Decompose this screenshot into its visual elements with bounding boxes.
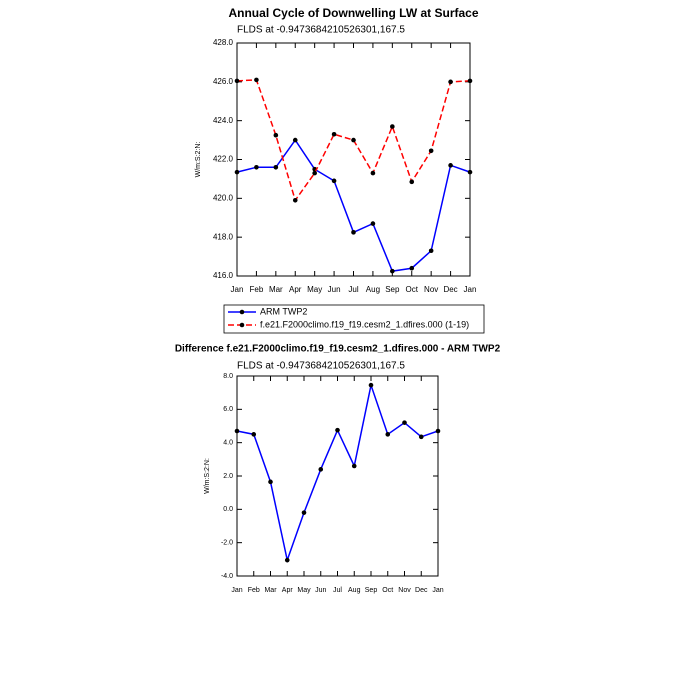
data-point — [273, 164, 279, 170]
data-point — [331, 131, 337, 137]
legend-marker — [239, 322, 245, 328]
y-tick-label: -2.0 — [221, 540, 233, 547]
x-tick-label: Nov — [398, 587, 411, 594]
chart-subtitle: FLDS at -0.9473684210526301,167.5 — [237, 361, 405, 372]
y-tick-label: 426.0 — [213, 77, 234, 86]
y-tick-label: 422.0 — [213, 155, 234, 164]
x-tick-label: Jul — [348, 285, 358, 294]
data-point — [254, 164, 259, 170]
x-tick-label: May — [307, 285, 322, 294]
y-tick-label: 416.0 — [213, 271, 234, 280]
data-point — [448, 79, 453, 85]
data-point — [268, 479, 273, 485]
x-tick-label: Mar — [264, 587, 277, 594]
y-tick-label: 4.0 — [223, 440, 233, 447]
legend-marker — [239, 309, 245, 315]
data-point — [251, 432, 257, 437]
y-tick-label: 418.0 — [213, 232, 234, 241]
x-tick-label: Oct — [406, 285, 419, 294]
data-point — [234, 428, 240, 434]
x-tick-label: Mar — [269, 285, 283, 294]
data-point — [402, 420, 407, 425]
data-point — [390, 124, 395, 129]
data-point — [409, 265, 415, 271]
y-tick-label: -4.0 — [221, 573, 233, 580]
data-point — [351, 137, 356, 143]
data-point — [292, 137, 298, 143]
data-point — [370, 170, 376, 176]
y-tick-label: 428.0 — [213, 38, 234, 47]
data-point — [273, 132, 279, 138]
x-tick-label: Jan — [432, 587, 443, 594]
chart-title: Annual Cycle of Downwelling LW at Surfac… — [228, 6, 478, 20]
y-tick-label: 0.0 — [223, 506, 233, 513]
data-point — [467, 169, 473, 175]
data-point — [467, 78, 473, 84]
x-tick-label: Aug — [366, 285, 380, 294]
data-point — [428, 248, 434, 254]
data-point — [335, 427, 340, 433]
y-tick-label: 2.0 — [223, 473, 233, 480]
x-tick-label: Oct — [382, 587, 393, 594]
x-tick-label: Sep — [385, 285, 400, 294]
data-point — [292, 197, 298, 203]
x-tick-label: Feb — [250, 285, 264, 294]
plot-frame — [236, 42, 471, 277]
y-tick-label: 8.0 — [223, 373, 233, 380]
y-axis-label: W/m:S:2:N: — [195, 142, 202, 178]
x-tick-label: Jan — [231, 587, 242, 594]
x-tick-label: May — [297, 587, 311, 594]
plot-frame — [236, 375, 439, 577]
chart-subtitle: FLDS at -0.9473684210526301,167.5 — [237, 25, 405, 36]
data-point — [312, 170, 317, 176]
x-tick-label: Jun — [315, 587, 326, 594]
data-point — [234, 169, 240, 175]
x-tick-label: Jan — [464, 285, 477, 294]
legend-label: f.e21.F2000climo.f19_f19.cesm2_1.dfires.… — [260, 319, 469, 329]
chart-title: Difference f.e21.F2000climo.f19_f19.cesm… — [175, 344, 501, 355]
data-point — [435, 428, 441, 434]
series-line — [236, 138, 471, 272]
x-tick-label: Nov — [424, 285, 438, 294]
legend-box — [223, 304, 485, 334]
data-point — [351, 230, 356, 235]
x-tick-label: Dec — [443, 285, 457, 294]
x-tick-label: Jan — [231, 285, 244, 294]
data-point — [418, 434, 424, 440]
data-point — [254, 77, 259, 83]
data-point — [448, 163, 453, 168]
y-tick-label: 420.0 — [213, 193, 234, 202]
data-point — [351, 463, 357, 469]
data-point — [409, 179, 415, 185]
x-tick-label: Feb — [248, 587, 260, 594]
data-point — [428, 148, 434, 154]
x-tick-label: Jun — [328, 285, 341, 294]
data-point — [331, 178, 337, 184]
x-tick-label: Apr — [282, 587, 294, 594]
y-tick-label: 424.0 — [213, 116, 234, 125]
data-point — [390, 268, 395, 274]
y-axis-label: W/m:S:2:N: — [204, 458, 211, 494]
data-point — [234, 78, 240, 84]
data-point — [301, 510, 307, 515]
x-tick-label: Dec — [415, 587, 428, 594]
x-tick-label: Sep — [365, 587, 378, 594]
data-point — [318, 467, 324, 472]
series-line — [236, 382, 439, 563]
x-tick-label: Apr — [289, 285, 302, 294]
x-tick-label: Aug — [348, 587, 361, 594]
legend-label: ARM TWP2 — [260, 306, 307, 316]
y-tick-label: 6.0 — [223, 406, 233, 413]
data-point — [368, 382, 374, 388]
x-tick-label: Jul — [333, 587, 342, 594]
data-point — [385, 432, 391, 437]
data-point — [284, 557, 290, 563]
data-point — [370, 221, 376, 226]
